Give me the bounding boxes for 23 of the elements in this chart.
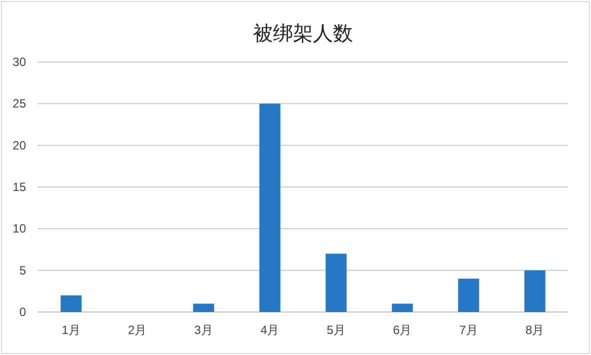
bar: [524, 270, 546, 312]
y-tick-label: 25: [12, 96, 26, 111]
x-tick-label: 3月: [194, 323, 213, 337]
x-tick-label: 2月: [128, 323, 147, 337]
x-tick-label: 1月: [62, 323, 80, 337]
bar: [60, 295, 82, 312]
bar: [193, 304, 214, 312]
bar: [326, 254, 347, 312]
x-tick-label: 8月: [526, 323, 544, 337]
y-tick-label: 15: [12, 180, 26, 194]
bar: [458, 278, 480, 312]
x-tick-label: 4月: [260, 323, 280, 337]
x-tick-label: 6月: [393, 323, 412, 337]
bar: [259, 104, 280, 312]
x-tick-label: 7月: [459, 323, 478, 337]
bar: [392, 304, 413, 312]
y-tick-label: 10: [12, 222, 26, 236]
chart-title: 被绑架人数: [253, 23, 353, 45]
y-tick-label: 5: [19, 263, 26, 278]
y-tick-label: 30: [12, 55, 26, 69]
x-tick-label: 5月: [326, 323, 346, 337]
y-tick-label: 0: [19, 305, 26, 319]
y-tick-label: 20: [12, 138, 26, 152]
